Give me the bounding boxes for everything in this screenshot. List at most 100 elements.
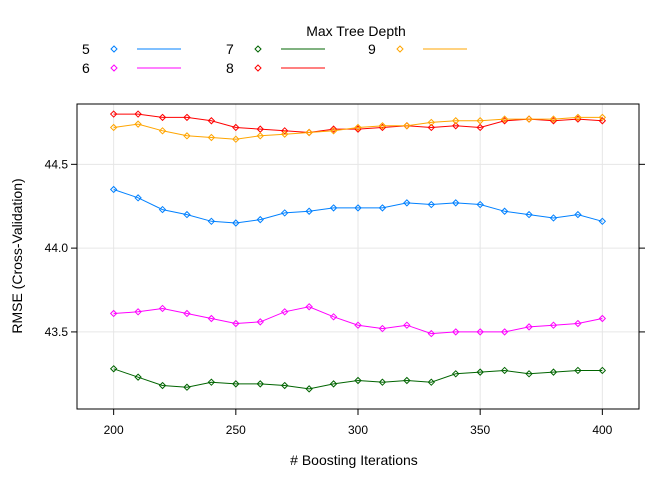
series-9: [109, 113, 607, 143]
series-6: [109, 303, 607, 338]
series-line-9: [113, 116, 603, 140]
data-point-6: [183, 309, 191, 318]
data-point-6: [207, 314, 216, 323]
data-point-7: [452, 370, 460, 378]
legend: 5 6 7 8 9: [82, 41, 467, 76]
legend-label: 7: [226, 41, 234, 57]
data-point-5: [305, 207, 313, 215]
data-point-5: [452, 199, 460, 207]
data-point-9: [232, 135, 240, 143]
data-point-7: [403, 376, 411, 385]
data-point-5: [598, 217, 607, 226]
legend-item-7: 7: [226, 41, 325, 57]
data-point-7: [378, 378, 387, 386]
series-layer: [109, 110, 607, 393]
data-point-9: [280, 130, 289, 138]
x-tick-label: 300: [348, 423, 368, 437]
data-point-6: [452, 328, 460, 336]
data-point-6: [403, 321, 411, 329]
data-point-6: [476, 328, 484, 336]
data-point-9: [183, 132, 191, 140]
legend-label: 6: [82, 60, 90, 76]
data-point-5: [500, 207, 509, 215]
data-point-8: [329, 125, 338, 133]
grid-lines: [77, 104, 639, 409]
data-point-8: [476, 123, 484, 132]
data-point-6: [158, 304, 167, 313]
data-point-9: [452, 117, 460, 125]
data-point-6: [280, 308, 289, 316]
data-point-8: [452, 122, 460, 130]
data-point-5: [183, 210, 191, 219]
y-tick-label: 43.5: [45, 325, 69, 339]
x-tick-label: 200: [104, 423, 124, 437]
data-point-7: [574, 366, 582, 375]
data-point-7: [549, 368, 558, 376]
legend-marker: [254, 64, 262, 72]
x-tick-label: 400: [592, 423, 612, 437]
series-line-5: [113, 189, 603, 224]
legend-label: 5: [82, 41, 90, 57]
data-point-8: [158, 113, 167, 122]
data-point-8: [207, 117, 216, 125]
data-point-8: [232, 123, 240, 132]
data-point-6: [378, 324, 387, 333]
data-point-9: [427, 118, 436, 127]
legend-marker: [110, 45, 118, 53]
legend-label: 8: [226, 60, 234, 76]
data-point-6: [574, 319, 582, 328]
y-tick-label: 44.5: [45, 157, 69, 171]
data-point-9: [158, 127, 167, 135]
x-axis-label: # Boosting Iterations: [290, 452, 418, 468]
data-point-6: [549, 321, 558, 329]
data-point-5: [354, 204, 362, 212]
data-point-9: [256, 132, 264, 140]
series-5: [109, 185, 607, 227]
data-point-5: [525, 210, 533, 219]
legend-item-9: 9: [368, 41, 467, 57]
data-point-8: [134, 110, 142, 118]
data-point-5: [109, 185, 118, 194]
x-tick-label: 350: [470, 423, 490, 437]
data-point-9: [403, 122, 411, 130]
data-point-9: [134, 120, 142, 128]
y-tick-label: 44.0: [45, 241, 69, 255]
data-point-7: [256, 380, 264, 388]
data-point-7: [598, 366, 607, 375]
data-point-5: [378, 204, 387, 212]
data-point-6: [354, 321, 362, 329]
data-point-9: [378, 122, 387, 130]
data-point-5: [280, 209, 289, 217]
y-axis-label: RMSE (Cross-Validation): [9, 178, 25, 333]
data-point-7: [207, 378, 216, 386]
data-point-7: [232, 380, 240, 388]
data-point-7: [158, 381, 167, 390]
data-point-7: [476, 368, 484, 376]
data-point-9: [500, 115, 509, 123]
data-point-8: [598, 117, 607, 125]
data-point-5: [329, 204, 338, 212]
data-point-5: [158, 205, 167, 214]
data-point-7: [427, 378, 436, 386]
data-point-5: [256, 215, 264, 224]
data-point-9: [329, 127, 338, 135]
data-point-6: [598, 314, 607, 323]
data-point-6: [256, 318, 264, 326]
data-point-7: [525, 370, 533, 378]
data-point-6: [134, 308, 142, 316]
legend-item-8: 8: [226, 60, 325, 76]
data-point-6: [305, 303, 313, 311]
y-axis: 43.5 44.0 44.5: [45, 157, 645, 339]
data-point-7: [329, 380, 338, 388]
series-7: [109, 365, 607, 393]
data-point-5: [549, 214, 558, 222]
legend-title: Max Tree Depth: [306, 23, 406, 39]
data-point-9: [574, 113, 582, 122]
data-point-5: [427, 200, 436, 209]
legend-label: 9: [368, 41, 376, 57]
data-point-6: [329, 313, 338, 321]
legend-marker: [254, 45, 262, 53]
legend-item-5: 5: [82, 41, 181, 57]
